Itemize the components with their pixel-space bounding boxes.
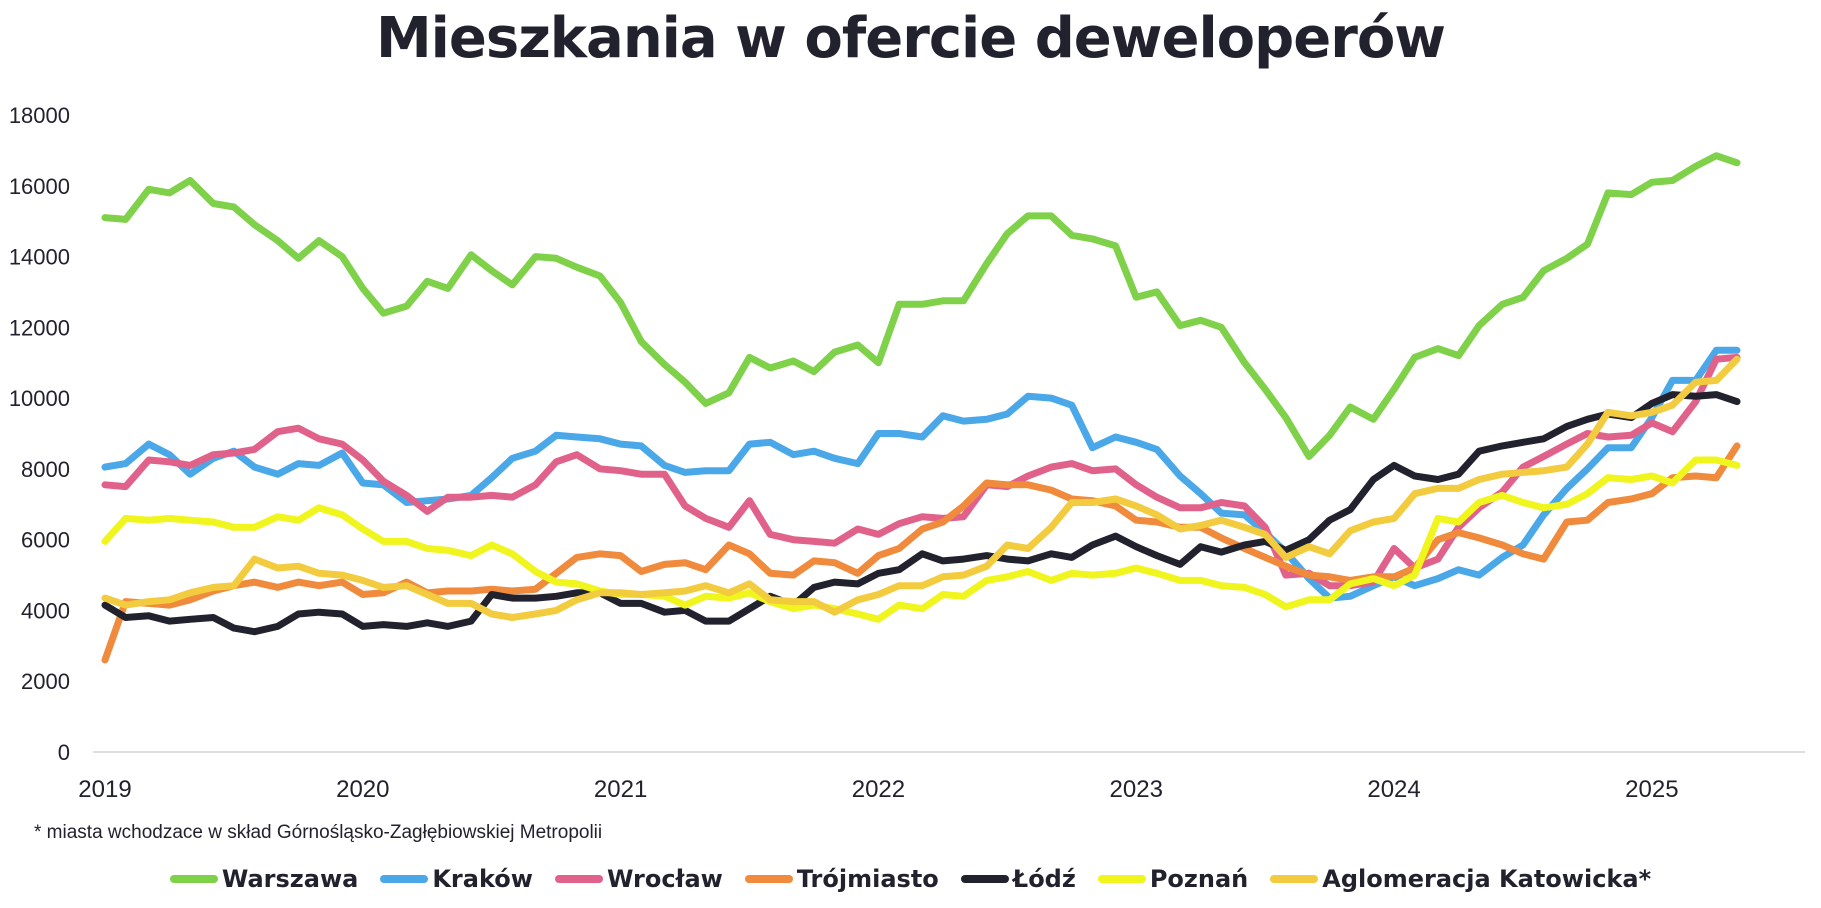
y-tick-label: 18000 <box>9 103 70 128</box>
legend-item: Łódź <box>960 865 1076 893</box>
line-chart: 0 2000 4000 6000 8000 10000 12000 14000 16000 180… <box>9 103 1805 803</box>
legend-item: Warszawa <box>169 865 359 893</box>
x-tick-label: 2023 <box>1110 776 1163 803</box>
legend-swatch <box>380 875 429 883</box>
legend-item: Wrocław <box>554 865 723 893</box>
legend-label: Trójmiasto <box>796 865 939 893</box>
legend-swatch <box>744 875 793 883</box>
x-tick-label: 2019 <box>78 776 131 803</box>
legend-label: Aglomeracja Katowicka* <box>1322 865 1652 893</box>
x-tick-label: 2025 <box>1625 776 1678 803</box>
legend-swatch <box>1097 875 1146 883</box>
legend-swatch <box>1270 875 1319 883</box>
legend-label: Kraków <box>432 865 533 893</box>
y-tick-label: 12000 <box>9 315 70 340</box>
chart-title: Mieszkania w ofercie deweloperów <box>375 6 1446 71</box>
legend-item: Aglomeracja Katowicka* <box>1270 865 1651 893</box>
y-tick-label: 6000 <box>21 528 70 553</box>
footnote: * miasta wchodzace w skład Górnośląsko-Z… <box>34 822 603 843</box>
series-line-3 <box>101 353 1741 590</box>
legend-swatch <box>169 875 218 883</box>
y-tick-label: 4000 <box>21 598 70 623</box>
x-tick-label: 2020 <box>336 776 389 803</box>
y-axis: 0 2000 4000 6000 8000 10000 12000 14000 16000 180… <box>9 103 70 765</box>
legend: Warszawa Kraków Wrocław Trójmiasto Łódź Pozna… <box>0 865 1821 893</box>
series-line-7 <box>101 355 1741 621</box>
series-layer <box>101 152 1741 664</box>
series-line-6 <box>101 456 1741 623</box>
x-tick-label: 2024 <box>1367 776 1420 803</box>
series-line-5 <box>101 391 1741 636</box>
legend-item: Trójmiasto <box>744 865 939 893</box>
legend-item: Poznań <box>1097 865 1249 893</box>
legend-item: Kraków <box>380 865 533 893</box>
y-tick-label: 2000 <box>21 669 70 694</box>
legend-swatch <box>554 875 603 883</box>
legend-label: Poznań <box>1149 865 1249 893</box>
series-line-1 <box>101 152 1741 460</box>
series-line-4 <box>101 442 1741 664</box>
x-axis: 2019 2020 2021 2022 2023 2024 2025 <box>78 776 1678 803</box>
legend-label: Wrocław <box>606 865 723 893</box>
x-tick-label: 2021 <box>594 776 647 803</box>
series-line-2 <box>101 346 1741 602</box>
y-tick-label: 14000 <box>9 245 70 270</box>
x-tick-label: 2022 <box>852 776 905 803</box>
y-tick-label: 0 <box>58 740 70 765</box>
legend-label: Warszawa <box>221 865 359 893</box>
y-tick-label: 10000 <box>9 386 70 411</box>
y-tick-label: 16000 <box>9 174 70 199</box>
legend-swatch <box>960 875 1009 883</box>
legend-label: Łódź <box>1012 865 1076 893</box>
y-tick-label: 8000 <box>21 457 70 482</box>
